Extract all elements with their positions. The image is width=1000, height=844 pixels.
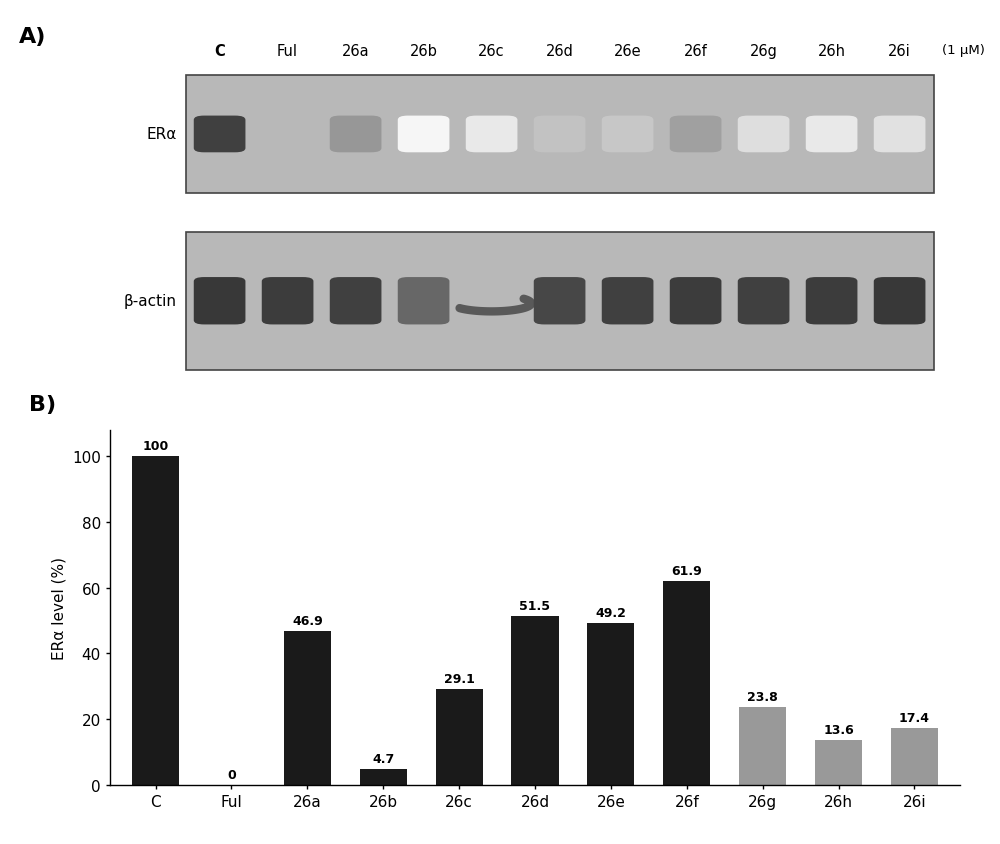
FancyBboxPatch shape xyxy=(194,278,245,325)
Text: 13.6: 13.6 xyxy=(823,723,854,736)
FancyBboxPatch shape xyxy=(602,278,653,325)
Bar xyxy=(587,624,634,785)
Text: 26a: 26a xyxy=(342,45,369,59)
Text: 51.5: 51.5 xyxy=(520,599,550,612)
Text: Ful: Ful xyxy=(277,45,298,59)
Bar xyxy=(436,690,483,785)
Bar xyxy=(663,582,710,785)
FancyBboxPatch shape xyxy=(398,278,449,325)
FancyBboxPatch shape xyxy=(330,116,381,153)
Text: 17.4: 17.4 xyxy=(899,711,930,724)
Text: 26i: 26i xyxy=(888,45,911,59)
Text: C: C xyxy=(214,45,225,59)
FancyBboxPatch shape xyxy=(602,116,653,153)
Text: 26h: 26h xyxy=(818,45,846,59)
FancyBboxPatch shape xyxy=(330,278,381,325)
Text: 46.9: 46.9 xyxy=(292,614,323,627)
Text: (1 μM): (1 μM) xyxy=(942,45,985,57)
FancyBboxPatch shape xyxy=(806,116,857,153)
Text: ERα: ERα xyxy=(146,127,177,143)
Text: 4.7: 4.7 xyxy=(372,753,394,766)
Text: 23.8: 23.8 xyxy=(747,690,778,703)
Text: A): A) xyxy=(18,27,46,46)
Text: 61.9: 61.9 xyxy=(671,565,702,578)
Text: 49.2: 49.2 xyxy=(595,607,626,619)
Bar xyxy=(284,631,331,785)
FancyBboxPatch shape xyxy=(738,278,789,325)
Text: 26f: 26f xyxy=(684,45,707,59)
Bar xyxy=(132,457,179,785)
Bar xyxy=(815,740,862,785)
FancyBboxPatch shape xyxy=(534,278,585,325)
FancyBboxPatch shape xyxy=(874,278,925,325)
FancyBboxPatch shape xyxy=(262,278,313,325)
Text: 26g: 26g xyxy=(750,45,778,59)
FancyBboxPatch shape xyxy=(194,116,245,153)
FancyBboxPatch shape xyxy=(670,116,721,153)
Text: 100: 100 xyxy=(142,440,169,452)
Text: 26d: 26d xyxy=(546,45,574,59)
Text: 26b: 26b xyxy=(410,45,438,59)
Text: 26c: 26c xyxy=(478,45,505,59)
Text: 0: 0 xyxy=(227,768,236,781)
FancyBboxPatch shape xyxy=(466,116,517,153)
FancyBboxPatch shape xyxy=(670,278,721,325)
Bar xyxy=(186,232,934,371)
Bar xyxy=(511,616,559,785)
Text: B): B) xyxy=(29,395,56,415)
FancyBboxPatch shape xyxy=(534,116,585,153)
Text: β-actin: β-actin xyxy=(124,294,177,309)
FancyBboxPatch shape xyxy=(398,116,449,153)
Bar xyxy=(891,728,938,785)
Bar xyxy=(186,76,934,193)
Text: 29.1: 29.1 xyxy=(444,673,475,685)
FancyBboxPatch shape xyxy=(806,278,857,325)
Bar xyxy=(739,706,786,785)
FancyBboxPatch shape xyxy=(874,116,925,153)
Bar xyxy=(360,770,407,785)
Y-axis label: ERα level (%): ERα level (%) xyxy=(52,556,67,659)
Text: 26e: 26e xyxy=(614,45,641,59)
FancyBboxPatch shape xyxy=(738,116,789,153)
